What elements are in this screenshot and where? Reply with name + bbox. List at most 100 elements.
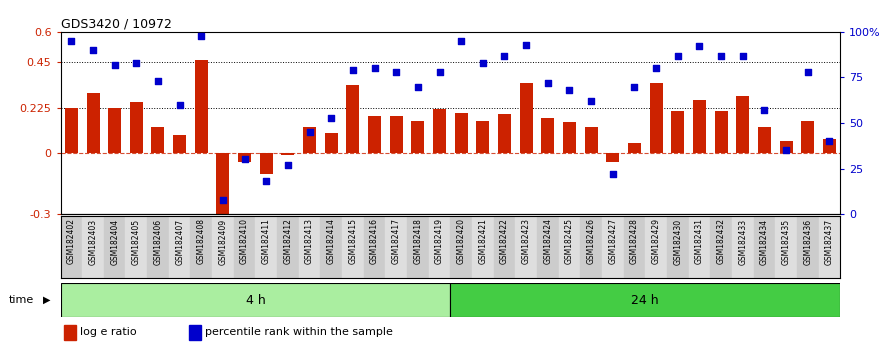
Text: GSM182417: GSM182417 bbox=[392, 218, 401, 264]
Bar bbox=[710, 216, 732, 278]
Point bbox=[216, 197, 231, 202]
Text: GSM182409: GSM182409 bbox=[218, 218, 228, 264]
Text: GSM182405: GSM182405 bbox=[132, 218, 141, 264]
Text: GSM182437: GSM182437 bbox=[825, 218, 834, 264]
Text: GSM182420: GSM182420 bbox=[457, 218, 465, 264]
Bar bbox=[520, 82, 532, 153]
Bar bbox=[303, 127, 316, 153]
Text: GSM182423: GSM182423 bbox=[522, 218, 530, 264]
Bar bbox=[407, 216, 429, 278]
Point bbox=[259, 178, 273, 184]
Text: GSM182402: GSM182402 bbox=[67, 218, 76, 264]
Point bbox=[649, 65, 663, 71]
Bar bbox=[693, 100, 706, 153]
Bar bbox=[433, 109, 446, 153]
Point bbox=[498, 53, 512, 58]
Bar bbox=[559, 216, 580, 278]
Point bbox=[627, 84, 642, 89]
Point bbox=[519, 42, 533, 47]
Point bbox=[324, 115, 338, 120]
Bar bbox=[498, 114, 511, 153]
Bar bbox=[797, 216, 819, 278]
Bar bbox=[823, 139, 836, 153]
Bar bbox=[645, 216, 667, 278]
Point bbox=[238, 156, 252, 162]
Bar bbox=[736, 96, 749, 153]
Bar bbox=[667, 216, 689, 278]
Bar bbox=[61, 283, 450, 317]
Text: GSM182428: GSM182428 bbox=[630, 218, 639, 264]
Text: GSM182432: GSM182432 bbox=[716, 218, 725, 264]
Bar bbox=[212, 216, 234, 278]
Bar bbox=[147, 216, 169, 278]
Text: GSM182403: GSM182403 bbox=[88, 218, 98, 264]
Bar bbox=[472, 216, 494, 278]
Text: 24 h: 24 h bbox=[631, 293, 659, 307]
Bar bbox=[216, 153, 230, 214]
Text: 4 h: 4 h bbox=[246, 293, 265, 307]
Bar bbox=[104, 216, 125, 278]
Bar bbox=[411, 121, 425, 153]
Bar bbox=[689, 216, 710, 278]
Point bbox=[454, 38, 468, 44]
Text: GSM182429: GSM182429 bbox=[651, 218, 660, 264]
Bar bbox=[342, 216, 364, 278]
Bar bbox=[775, 216, 797, 278]
Text: GSM182434: GSM182434 bbox=[760, 218, 769, 264]
Bar bbox=[346, 85, 360, 153]
Bar bbox=[494, 216, 515, 278]
Point bbox=[541, 80, 555, 86]
Text: GSM182406: GSM182406 bbox=[153, 218, 163, 264]
Point bbox=[411, 84, 425, 89]
Point bbox=[822, 138, 837, 144]
Bar bbox=[563, 122, 576, 153]
Bar bbox=[169, 216, 190, 278]
Bar bbox=[277, 216, 299, 278]
Point bbox=[194, 33, 208, 38]
Bar bbox=[732, 216, 754, 278]
Text: GSM182407: GSM182407 bbox=[175, 218, 184, 264]
Text: GSM182427: GSM182427 bbox=[608, 218, 618, 264]
Bar bbox=[819, 216, 840, 278]
Bar bbox=[624, 216, 645, 278]
Text: GSM182431: GSM182431 bbox=[695, 218, 704, 264]
Bar bbox=[801, 121, 814, 153]
Text: log e ratio: log e ratio bbox=[80, 327, 137, 337]
Bar bbox=[368, 116, 381, 153]
Bar bbox=[476, 121, 490, 153]
Text: GSM182426: GSM182426 bbox=[587, 218, 595, 264]
Point bbox=[606, 171, 620, 177]
Point bbox=[736, 53, 750, 58]
Point bbox=[368, 65, 382, 71]
Bar bbox=[390, 116, 402, 153]
Point bbox=[281, 162, 295, 168]
Text: GSM182433: GSM182433 bbox=[738, 218, 748, 264]
Text: GSM182415: GSM182415 bbox=[348, 218, 358, 264]
Bar bbox=[450, 216, 472, 278]
Bar bbox=[455, 113, 467, 153]
Bar bbox=[628, 143, 641, 153]
Bar bbox=[606, 153, 619, 161]
Point bbox=[692, 44, 707, 49]
Bar bbox=[585, 127, 597, 153]
Bar bbox=[190, 325, 201, 340]
Bar bbox=[754, 216, 775, 278]
Text: GSM182411: GSM182411 bbox=[262, 218, 271, 264]
Bar bbox=[450, 283, 840, 317]
Bar bbox=[515, 216, 537, 278]
Point bbox=[64, 38, 78, 44]
Bar bbox=[780, 141, 792, 153]
Point bbox=[584, 98, 598, 104]
Text: GSM182424: GSM182424 bbox=[543, 218, 553, 264]
Bar bbox=[671, 111, 684, 153]
Bar bbox=[190, 216, 212, 278]
Text: GSM182418: GSM182418 bbox=[413, 218, 423, 264]
Bar bbox=[325, 133, 337, 153]
Bar bbox=[281, 153, 295, 155]
Point bbox=[303, 129, 317, 135]
Point bbox=[562, 87, 577, 93]
Text: GSM182436: GSM182436 bbox=[803, 218, 813, 264]
Bar bbox=[715, 111, 727, 153]
Text: GSM182414: GSM182414 bbox=[327, 218, 336, 264]
Bar bbox=[320, 216, 342, 278]
